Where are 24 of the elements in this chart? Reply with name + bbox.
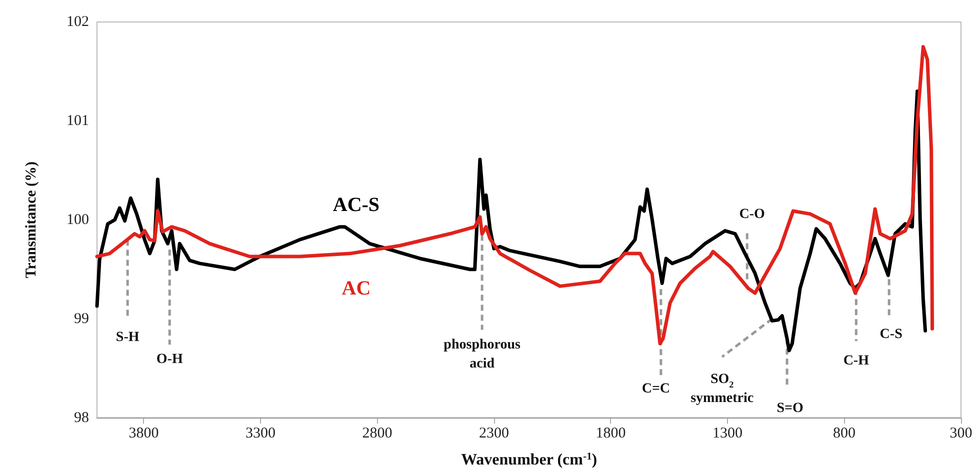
x-tick-label: 300 xyxy=(950,425,972,442)
annotation: C-H xyxy=(843,354,870,369)
y-tick-label: 99 xyxy=(74,310,89,327)
annotation: C-S xyxy=(880,326,903,342)
annotation: C-O xyxy=(739,206,766,222)
x-tick-label: 1300 xyxy=(712,425,742,442)
x-tick-label: 2800 xyxy=(362,425,392,442)
y-tick-label: 102 xyxy=(66,14,89,30)
annotation: C=C xyxy=(642,382,670,397)
annotation: phosphorous acid xyxy=(444,338,522,372)
annotation: S=O xyxy=(776,401,804,416)
annotation: S-H xyxy=(116,330,140,346)
x-tick-label: 3800 xyxy=(128,425,159,442)
y-tick-label: 98 xyxy=(74,410,89,426)
x-tick-label: 3300 xyxy=(245,425,276,442)
x-tick-label: 1800 xyxy=(596,425,626,442)
x-tick-label: 2300 xyxy=(478,425,509,442)
x-tick-label: 800 xyxy=(832,425,856,442)
series-label: AC-S xyxy=(332,194,380,216)
series-label: AC xyxy=(342,278,371,300)
annotation: O-H xyxy=(156,352,183,368)
y-tick-label: 100 xyxy=(66,212,89,228)
y-axis-title: Transmitance (%) xyxy=(24,162,40,278)
y-tick-label: 101 xyxy=(66,112,89,129)
